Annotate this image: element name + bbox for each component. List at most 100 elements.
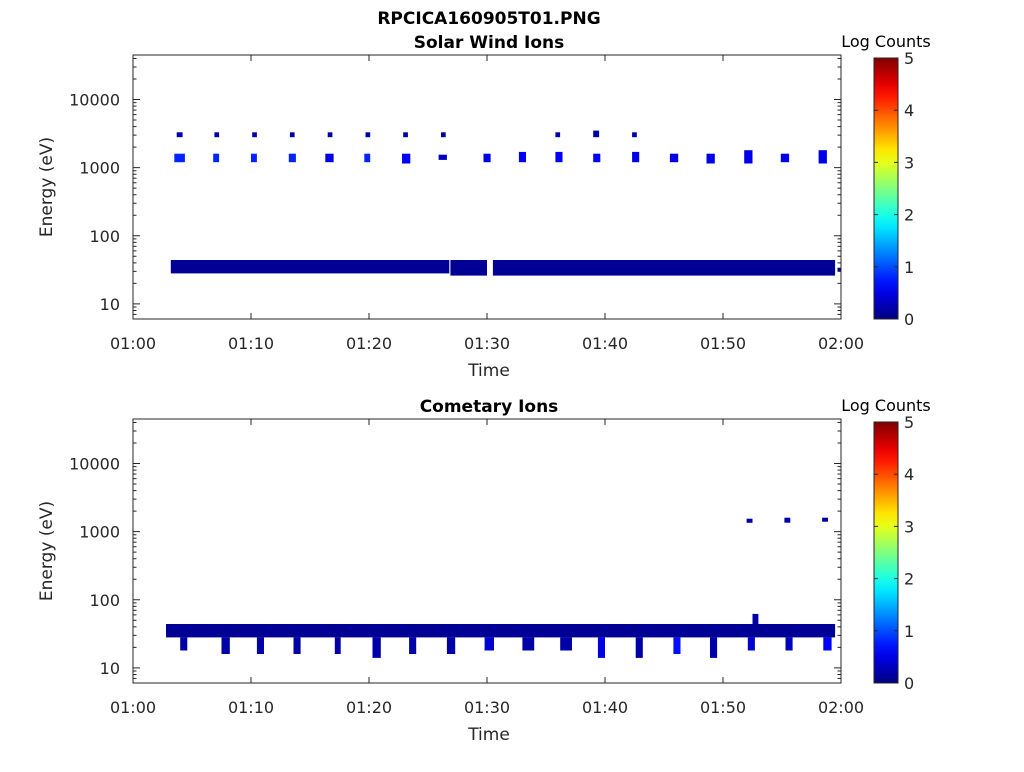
heatmap-cell	[555, 151, 563, 163]
x-tick-label: 01:20	[346, 334, 392, 353]
colorbar-tick-label: 3	[904, 517, 914, 536]
colorbar-label: Log Counts	[841, 396, 931, 415]
colorbar-tick-label: 4	[904, 101, 914, 120]
y-tick-label: 100	[89, 227, 120, 246]
x-tick-label: 01:50	[700, 334, 746, 353]
y-tick-label: 1000	[79, 159, 120, 178]
heatmap-cell	[744, 150, 753, 164]
heatmap-cell	[289, 132, 295, 138]
x-tick-label: 01:00	[110, 334, 156, 353]
heatmap-cells	[166, 517, 836, 658]
colorbar-tick-label: 5	[904, 49, 914, 68]
heatmap-cell	[706, 153, 715, 164]
heatmap-cell	[822, 517, 828, 522]
heatmap-cell	[746, 518, 753, 523]
colorbar-top: Log Counts 0 1 2 3 4 5	[841, 32, 931, 329]
colorbar-tick-label: 0	[904, 310, 914, 329]
heatmap-cell	[669, 153, 679, 163]
colorbar-bottom: Log Counts 0 1 2 3 4 5	[841, 396, 931, 693]
heatmap-cell	[632, 151, 640, 163]
x-tick-label: 01:10	[228, 698, 274, 717]
heatmap-cell	[632, 132, 637, 138]
x-tick-label: 01:40	[582, 334, 628, 353]
x-tick-label: 01:30	[464, 334, 510, 353]
colorbar-tick-label: 0	[904, 674, 914, 693]
y-tick-label: 100	[89, 591, 120, 610]
heatmap-cell	[710, 637, 718, 658]
figure-filename: RPCICA160905T01.PNG	[377, 9, 600, 29]
heatmap-cell	[593, 130, 600, 138]
heatmap-cell	[403, 132, 408, 138]
colorbar-gradient	[873, 421, 899, 684]
colorbar-gradient	[873, 57, 899, 320]
heatmap-cell	[221, 637, 230, 654]
heatmap-cell	[402, 153, 411, 164]
heatmap-cell	[784, 517, 791, 523]
heatmap-cell	[176, 132, 183, 138]
heatmap-cell	[213, 153, 220, 163]
heatmap-cell	[214, 132, 220, 138]
y-tick-label: 10000	[69, 91, 120, 110]
heatmap-cell	[635, 637, 643, 658]
heatmap-cell	[450, 260, 487, 276]
colorbar-tick-label: 1	[904, 258, 914, 277]
heatmap-cell	[293, 637, 301, 654]
heatmap-cell	[170, 260, 450, 274]
heatmap-cell	[555, 132, 561, 138]
heatmap-cell	[372, 637, 381, 658]
heatmap-cell	[780, 153, 790, 163]
x-tick-label: 01:00	[110, 698, 156, 717]
heatmap-cell	[441, 132, 446, 138]
x-tick-label: 02:00	[818, 334, 864, 353]
heatmap-cell	[483, 153, 491, 163]
colorbar-tick-label: 3	[904, 153, 914, 172]
colorbar-tick-label: 5	[904, 413, 914, 432]
heatmap-cell	[785, 637, 793, 651]
y-tick-label: 10000	[69, 455, 120, 474]
heatmap-cell	[560, 637, 572, 651]
heatmap-cell	[522, 637, 535, 651]
plot-area	[133, 55, 841, 319]
colorbar-ticks: 0 1 2 3 4 5	[874, 49, 914, 329]
x-tick-label: 01:20	[346, 698, 392, 717]
heatmap-cell	[180, 637, 188, 651]
heatmap-cells	[170, 130, 841, 276]
colorbar-ticks: 0 1 2 3 4 5	[874, 413, 914, 693]
y-axis-label: Energy (eV)	[37, 137, 57, 237]
solar-wind-ions-panel: Solar Wind Ions 01:00 01:10 01:20 01:30 01:4…	[37, 33, 864, 381]
x-tick-label: 01:50	[700, 698, 746, 717]
heatmap-cell	[256, 637, 264, 654]
x-tick-label: 01:10	[228, 334, 274, 353]
panel-title-solar-wind: Solar Wind Ions	[414, 33, 565, 53]
heatmap-cell	[492, 260, 836, 276]
cometary-ions-panel: Cometary Ions 01:00 01:10 01:20 01:30 01:40 0…	[37, 397, 864, 745]
heatmap-cell	[365, 132, 371, 138]
x-tick-label: 01:30	[464, 698, 510, 717]
colorbar-tick-label: 2	[904, 570, 914, 589]
heatmap-cell	[597, 637, 605, 658]
heatmap-cell	[364, 153, 371, 163]
heatmap-cell	[325, 153, 334, 163]
axes: 01:00 01:10 01:20 01:30 01:40 01:50 02:00 10 100…	[69, 418, 864, 717]
heatmap-cell	[446, 637, 456, 654]
x-axis-label: Time	[467, 361, 510, 381]
heatmap-cell	[818, 150, 827, 164]
heatmap-cell	[334, 637, 341, 654]
y-tick-label: 1000	[79, 523, 120, 542]
axes: 01:00 01:10 01:20 01:30 01:40 01:50 02:00 10 100…	[69, 54, 864, 353]
heatmap-cell	[484, 637, 494, 651]
heatmap-cell	[166, 624, 836, 638]
heatmap-cell	[518, 151, 526, 163]
x-tick-label: 02:00	[818, 698, 864, 717]
heatmap-cell	[823, 637, 832, 651]
colorbar-tick-label: 4	[904, 465, 914, 484]
y-tick-label: 10	[100, 659, 120, 678]
y-axis-label: Energy (eV)	[37, 501, 57, 601]
heatmap-cell	[438, 154, 447, 160]
heatmap-cell	[747, 637, 755, 651]
heatmap-cell	[409, 637, 417, 654]
heatmap-cell	[752, 613, 759, 624]
heatmap-cell	[174, 153, 185, 163]
colorbar-label: Log Counts	[841, 32, 931, 51]
